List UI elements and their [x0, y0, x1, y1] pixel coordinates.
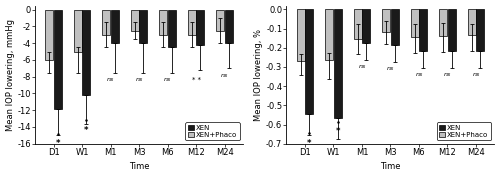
Bar — [354, 9, 362, 39]
Y-axis label: Mean IOP lowering, %: Mean IOP lowering, % — [254, 29, 263, 121]
Bar — [82, 10, 90, 95]
Text: A: A — [230, 131, 237, 141]
Text: ns: ns — [358, 64, 366, 69]
Bar — [216, 10, 224, 31]
Bar — [46, 10, 54, 60]
X-axis label: Time: Time — [380, 162, 400, 172]
Legend: XEN, XEN+Phaco: XEN, XEN+Phaco — [436, 122, 491, 140]
Bar — [225, 10, 233, 43]
Bar — [111, 10, 119, 43]
Legend: XEN, XEN+Phaco: XEN, XEN+Phaco — [185, 122, 240, 140]
Bar — [140, 10, 147, 43]
Text: B: B — [482, 131, 488, 141]
Text: * *: * * — [192, 77, 200, 83]
Bar — [410, 9, 418, 37]
Bar — [476, 9, 484, 51]
Bar — [362, 9, 370, 43]
Bar — [296, 9, 304, 61]
Bar — [390, 9, 398, 45]
Bar — [305, 9, 313, 114]
Bar — [196, 10, 204, 45]
Bar — [439, 9, 447, 36]
Y-axis label: Mean IOP lowering, mmHg: Mean IOP lowering, mmHg — [6, 19, 15, 131]
Bar — [382, 9, 390, 32]
Text: ns: ns — [472, 72, 480, 77]
Bar — [54, 10, 62, 109]
Text: ns: ns — [444, 72, 451, 77]
Bar — [419, 9, 427, 51]
Bar — [74, 10, 82, 52]
X-axis label: Time: Time — [129, 162, 150, 172]
Bar — [468, 9, 475, 35]
Text: *: * — [56, 139, 60, 148]
Bar — [334, 9, 342, 118]
Bar — [448, 9, 456, 51]
Bar — [131, 10, 139, 31]
Text: ns: ns — [387, 66, 394, 71]
Bar — [160, 10, 168, 35]
Bar — [325, 9, 333, 60]
Text: *: * — [307, 139, 312, 148]
Text: ns: ns — [107, 77, 114, 82]
Bar — [168, 10, 176, 47]
Text: ns: ns — [136, 77, 143, 82]
Bar — [102, 10, 110, 35]
Text: ns: ns — [416, 72, 422, 77]
Text: ns: ns — [221, 73, 228, 78]
Text: *: * — [84, 126, 88, 135]
Bar — [188, 10, 196, 35]
Text: *: * — [336, 127, 340, 136]
Text: ns: ns — [164, 77, 171, 82]
